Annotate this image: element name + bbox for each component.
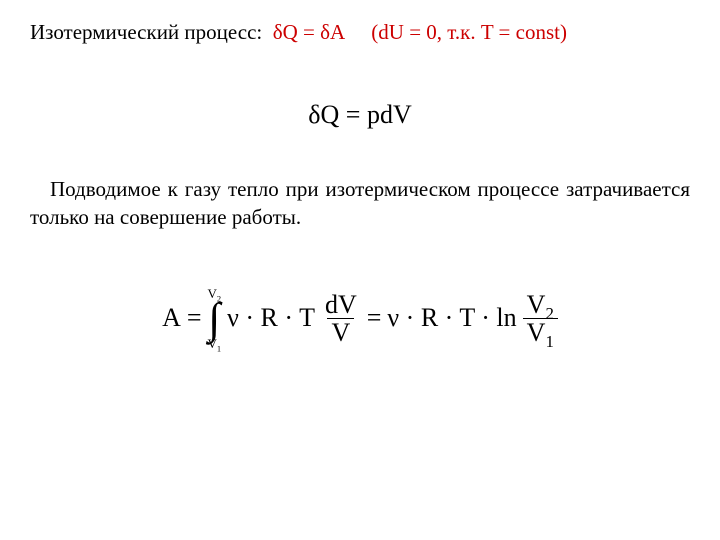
body-text-content: Подводимое к газу тепло при изотермическ… <box>30 177 690 229</box>
header-note: (dU = 0, т.к. T = const) <box>371 20 567 44</box>
integrand-coeff: ν · R · T <box>227 303 315 333</box>
equation-2: A = V2 ∫ V1 ν · R · T dV V = ν · R · T ·… <box>30 287 690 350</box>
integral-block: V2 ∫ V1 <box>208 287 222 350</box>
eq2-lhs: A <box>162 303 181 333</box>
equals-1: = <box>187 303 202 333</box>
equation-1: δQ = pdV <box>30 100 690 130</box>
integrand-frac: dV V <box>321 291 361 347</box>
header-line: Изотермический процесс: δQ = δA (dU = 0,… <box>30 20 690 45</box>
body-paragraph: Подводимое к газу тепло при изотермическ… <box>30 175 690 232</box>
int-lower: V1 <box>208 337 222 350</box>
equals-2: = <box>367 303 382 333</box>
process-label: Изотермический процесс: <box>30 20 262 44</box>
integrand-num: dV <box>321 291 361 318</box>
rhs-num: V2 <box>523 291 558 318</box>
rhs-frac: V2 V1 <box>523 291 558 347</box>
integrand-den: V <box>327 318 354 346</box>
equation-1-text: δQ = pdV <box>308 100 411 129</box>
header-formula: δQ = δA <box>267 20 349 44</box>
rhs-coeff: ν · R · T · ln <box>387 303 516 333</box>
rhs-den: V1 <box>523 318 558 346</box>
header-formula-text: δQ = δA <box>273 20 344 44</box>
integral-symbol: ∫ <box>208 300 220 337</box>
